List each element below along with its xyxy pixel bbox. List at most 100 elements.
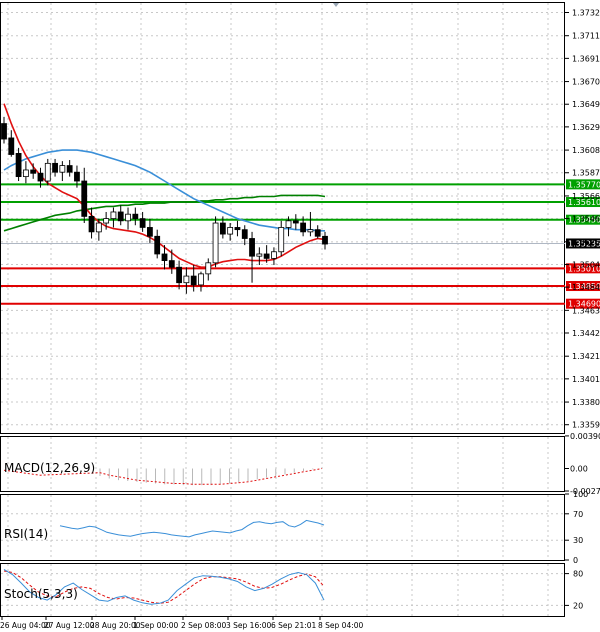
bull-candle [227, 227, 234, 235]
candlesticks [1, 116, 328, 294]
y-tick-label: 1.34425 [572, 329, 600, 338]
y-tick-label: 1.37115 [572, 32, 600, 41]
green-moving-average [3, 194, 326, 232]
y-tick-label: 1.35045 [572, 260, 600, 269]
y-tick-label: 1.34215 [572, 352, 600, 361]
macd-tick-label: -0.002702 [570, 487, 600, 496]
y-tick-label: 1.37325 [572, 8, 600, 17]
x-tick-label: 27 Aug 12:00 [44, 621, 95, 630]
bear-candle [234, 227, 241, 231]
bull-candle [205, 262, 212, 275]
rsi-tick-label: 30 [573, 536, 583, 545]
y-tick-label: 1.35460 [572, 215, 600, 224]
y-tick-label: 1.35875 [572, 169, 600, 178]
bear-candle [322, 235, 328, 245]
y-tick-label: 1.35250 [572, 238, 600, 247]
bull-candle [212, 222, 219, 264]
rsi-panel [59, 519, 325, 538]
rsi-line [59, 519, 325, 538]
x-tick-label: 2 Sep 08:00 [181, 621, 227, 630]
bull-candle [59, 165, 66, 173]
blue-moving-average [3, 149, 325, 232]
panel-frames [0, 2, 565, 617]
bear-candle [190, 275, 197, 286]
level-label: 1.35770 [568, 180, 600, 189]
x-tick-label: 8 Sep 04:00 [318, 621, 364, 630]
stoch-k-line [3, 568, 325, 605]
bear-candle [147, 227, 153, 237]
panel-frame-macd [0, 436, 565, 492]
red-moving-average [3, 103, 326, 269]
bear-candle [249, 238, 255, 257]
bull-candle [285, 220, 292, 228]
y-tick-label: 1.35665 [572, 192, 600, 201]
axis-labels: 1.37325 1.37115 1.36910 1.36700 1.36495 1.362… [0, 8, 600, 630]
current-price-label: 1.35235 [568, 239, 600, 248]
stoch-d-line [3, 570, 325, 604]
y-tick-label: 1.33800 [572, 398, 600, 407]
level-tag [566, 263, 600, 274]
rsi-tick-label: 0 [573, 556, 578, 565]
bull-candle [307, 229, 314, 233]
bull-candle [110, 211, 117, 220]
rsi-tick-label: 100 [573, 490, 588, 499]
rsi-tick-label: 70 [573, 510, 583, 519]
current-price-tag [566, 238, 600, 249]
horizontal-levels: 1.35770 1.35610 1.35450 1.35235 1.35010 1.348… [1, 179, 600, 309]
bull-candle [95, 222, 102, 233]
y-tick-label: 1.33595 [572, 421, 600, 430]
macd-tick-label: 0.00 [570, 465, 588, 474]
bear-candle [176, 266, 182, 284]
y-tick-label: 1.36495 [572, 100, 600, 109]
level-tag [566, 179, 600, 190]
level-tag [566, 281, 600, 292]
bear-candle [30, 169, 37, 174]
bear-candle [263, 253, 270, 259]
bear-candle [8, 137, 15, 155]
bull-candle [256, 253, 263, 257]
y-tick-label: 1.34630 [572, 306, 600, 315]
level-tag [566, 197, 600, 208]
bull-candle [22, 169, 29, 178]
bear-candle [1, 123, 7, 140]
bear-candle [314, 229, 321, 237]
bear-candle [37, 172, 44, 182]
bull-candle [198, 273, 204, 286]
bear-candle [88, 215, 95, 233]
y-tick-label: 1.36080 [572, 146, 600, 155]
y-tick-label: 1.36290 [572, 123, 600, 132]
macd-panel [3, 467, 323, 486]
stoch-tick-label: 80 [573, 570, 583, 579]
bull-candle [271, 251, 277, 259]
bear-candle [15, 153, 22, 178]
level-tag [566, 214, 600, 225]
bear-candle [300, 222, 307, 233]
x-tick-label: 28 Aug 20:00 [90, 621, 141, 630]
bear-candle [161, 253, 168, 262]
x-tick-label: 3 Sep 16:00 [226, 621, 272, 630]
bull-candle [125, 213, 131, 222]
level-label: 1.34850 [568, 282, 600, 291]
bear-candle [66, 165, 73, 173]
grid-lines [1, 3, 564, 616]
bear-candle [52, 162, 58, 173]
bear-candle [81, 180, 88, 217]
x-tick-label: 6 Sep 21:01 [271, 621, 317, 630]
macd-title: MACD(12,26,9) [4, 461, 95, 475]
moving-averages [3, 103, 326, 269]
bear-candle [292, 220, 299, 224]
level-label: 1.35450 [568, 216, 600, 225]
bear-candle [168, 260, 175, 268]
shift-marker-icon [333, 3, 339, 7]
bear-candle [154, 235, 161, 255]
stoch-panel [3, 568, 325, 605]
y-tick-label: 1.34840 [572, 283, 600, 292]
x-tick-label: 26 Aug 04:00 [0, 621, 51, 630]
macd-tick-label: 0.003909 [570, 432, 600, 441]
y-tick-label: 1.36700 [572, 78, 600, 87]
bear-candle [241, 229, 248, 239]
level-label: 1.34690 [568, 300, 600, 309]
x-tick-label: 1 Sep 00:00 [133, 621, 179, 630]
bear-candle [117, 211, 124, 222]
